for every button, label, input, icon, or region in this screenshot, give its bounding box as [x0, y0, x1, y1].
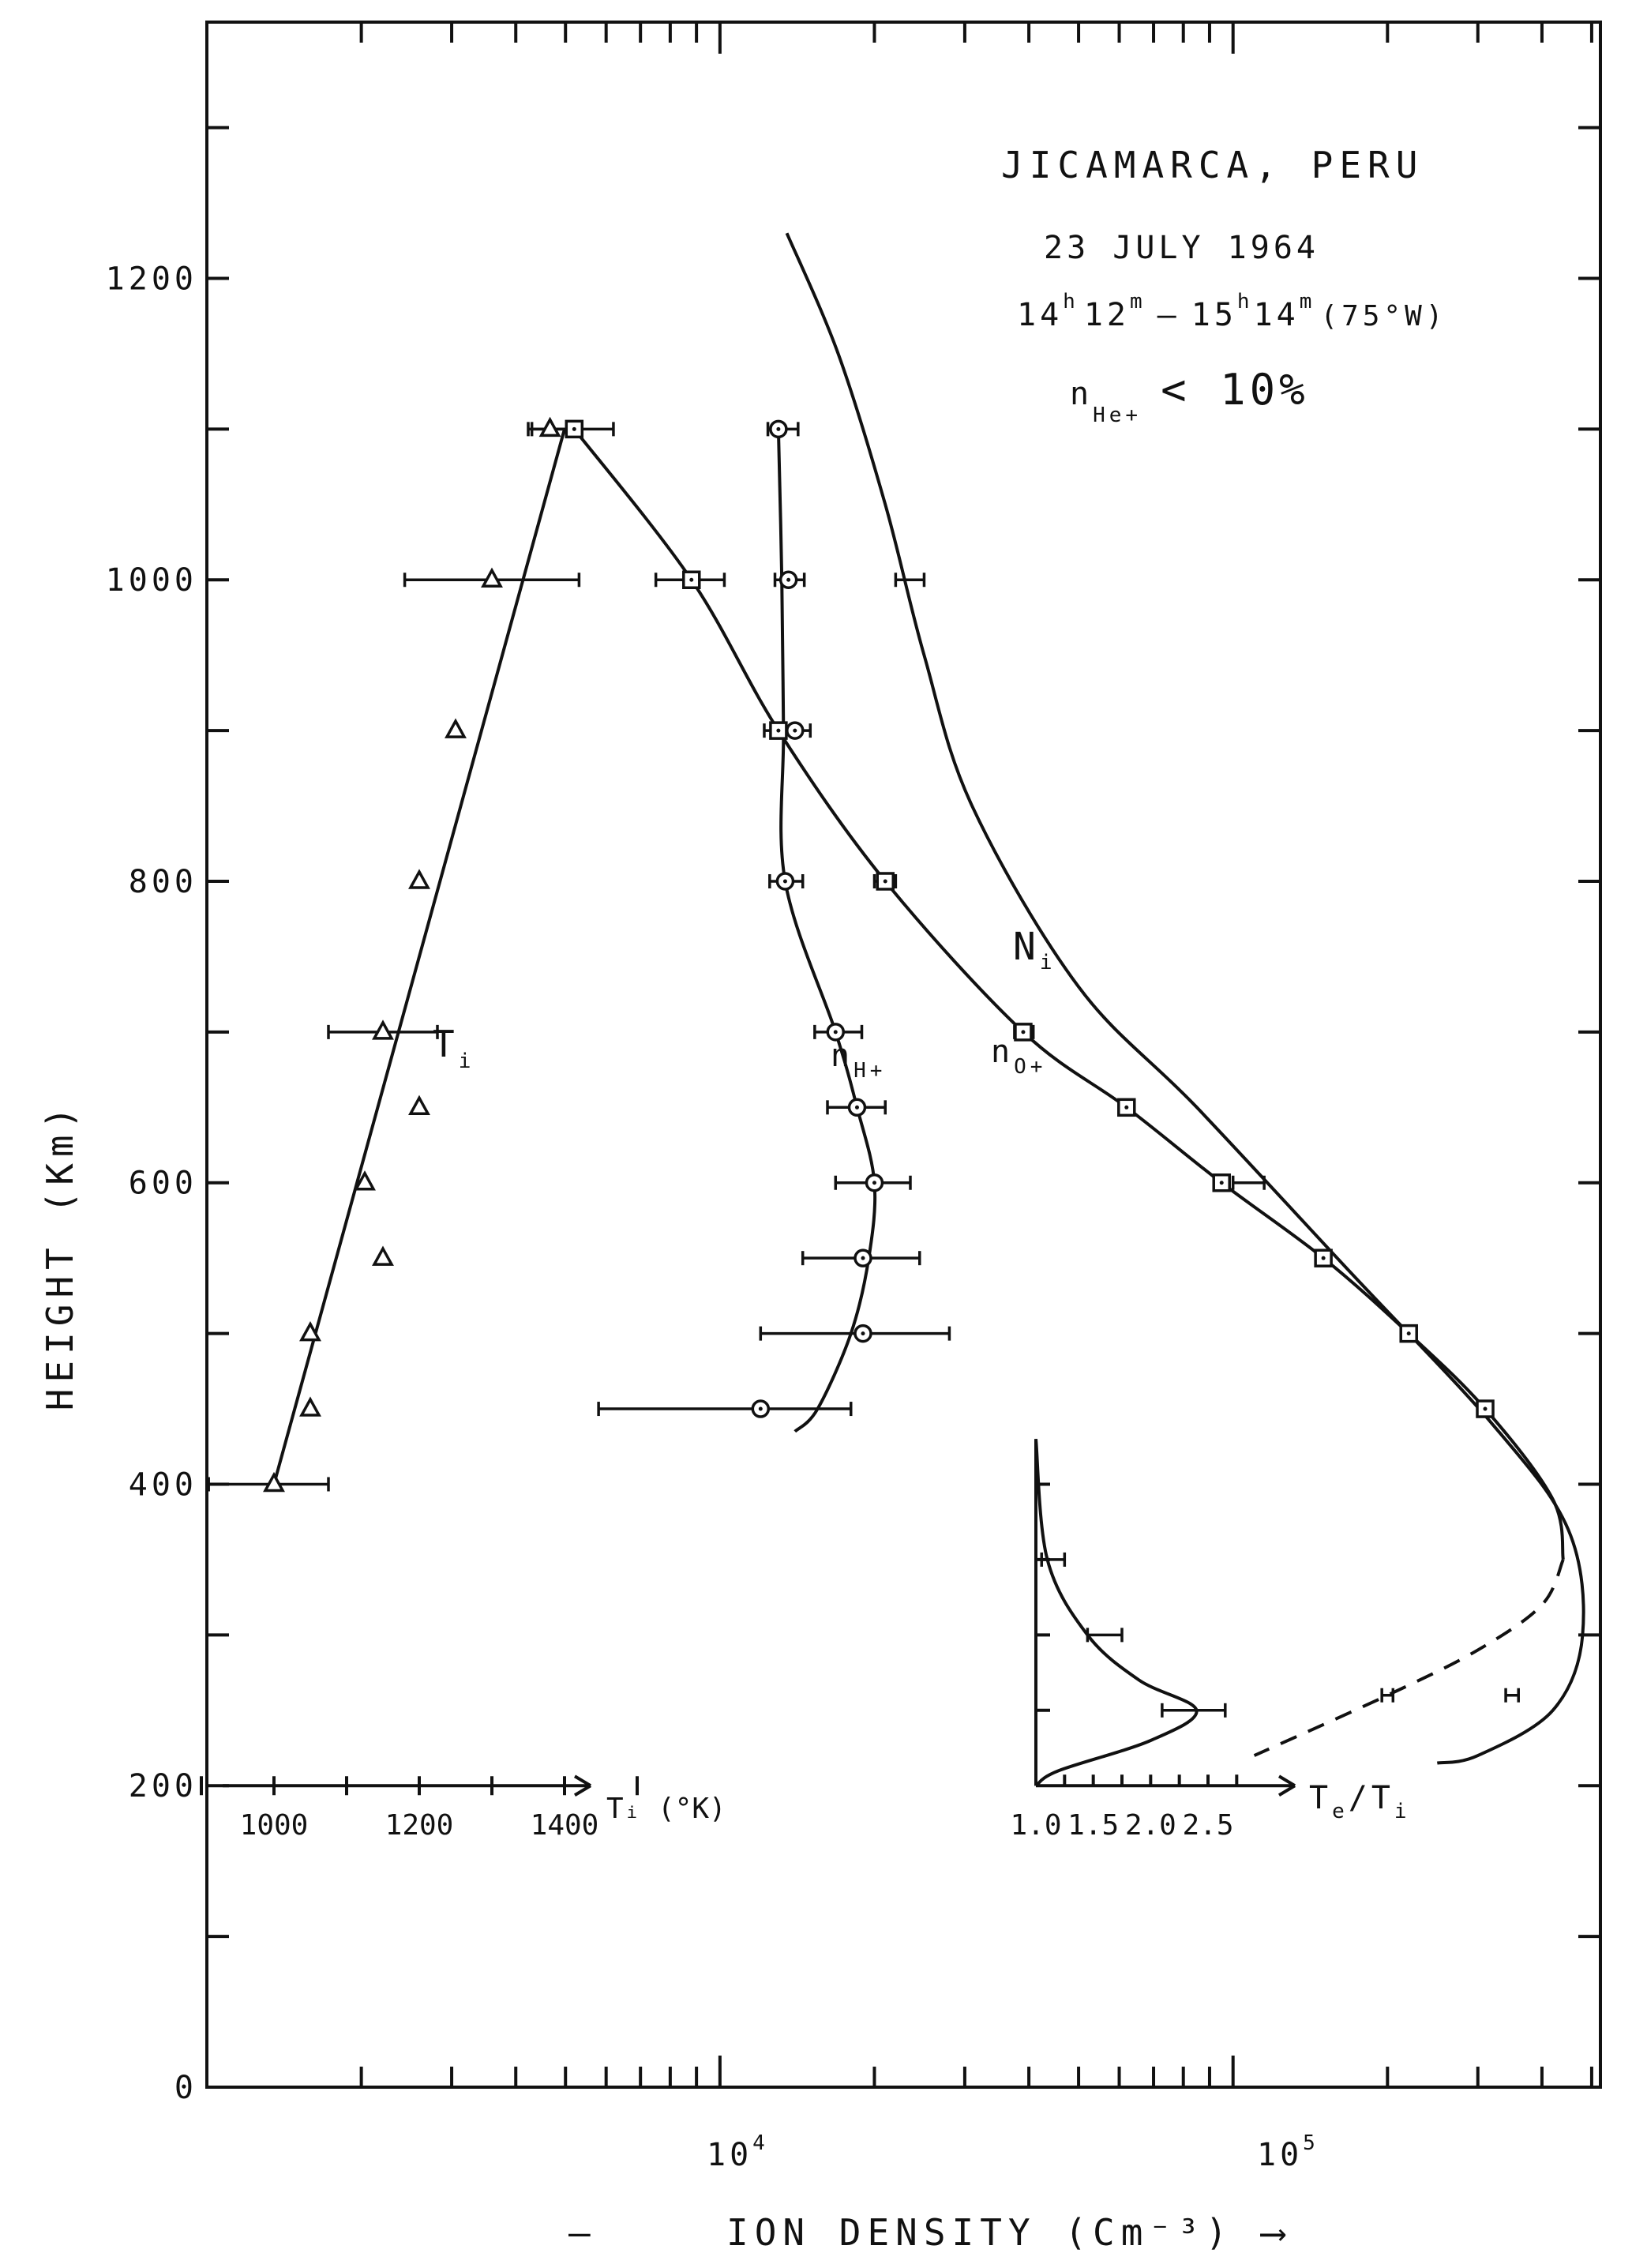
- ti-point: [263, 1471, 285, 1493]
- h-plus-point-dot: [872, 1181, 876, 1185]
- o-plus-point-dot: [689, 577, 694, 582]
- o-plus-point-dot: [1483, 1406, 1488, 1411]
- axis-ticks: [207, 22, 1600, 2089]
- inset-x-tick-label: 2.0: [1125, 1809, 1176, 1842]
- series-ni: [785, 232, 1585, 1765]
- y-tick-label: 800: [129, 864, 197, 900]
- chart-date: 23 JULY 1964: [1044, 230, 1319, 266]
- o-plus-point-dot: [1219, 1181, 1224, 1185]
- ni-label: Ni: [1013, 925, 1056, 974]
- ti-point: [408, 869, 430, 889]
- ti-label: Ti: [433, 1023, 475, 1073]
- h-plus-point-dot: [776, 426, 781, 431]
- series-ti: [272, 428, 566, 1485]
- o-plus-point-dot: [1406, 1331, 1411, 1336]
- o-plus-point-dot: [1124, 1105, 1129, 1110]
- inset-x-tick-label: 2.5: [1182, 1809, 1233, 1842]
- ti-axis-tick-label: 1000: [240, 1809, 309, 1842]
- ti-axis: 1000 1200 1400: [200, 1774, 639, 1842]
- y-tick-label: 200: [129, 1768, 197, 1804]
- h-plus-point-dot: [793, 728, 797, 733]
- ti-point: [299, 1320, 321, 1342]
- ti-axis-tick-label: 1400: [531, 1809, 599, 1842]
- h-plus-label: nH+: [831, 1038, 886, 1083]
- ti-point: [408, 1095, 430, 1116]
- h-plus-point-dot: [782, 879, 787, 884]
- y-tick-label: 0: [174, 2070, 197, 2106]
- series-curves: [272, 232, 1585, 1765]
- chart-title: JICAMARCA, PERU: [1001, 144, 1424, 186]
- series-no-: [572, 428, 1565, 1560]
- h-plus-point-dot: [854, 1105, 859, 1110]
- ti-point: [299, 1396, 321, 1417]
- x-axis-label-dash: —: [568, 2211, 597, 2254]
- he-annotation: nHe+< 10%: [1070, 365, 1309, 427]
- y-tick-label: 600: [129, 1166, 197, 1202]
- y-axis-label: HEIGHT (Km): [39, 1101, 81, 1411]
- inset-x-tick-label: 1.0: [1010, 1809, 1061, 1842]
- x-tick-label-1e4: 104: [707, 2131, 769, 2173]
- h-plus-point-dot: [861, 1256, 865, 1260]
- x-tick-label-1e5: 105: [1257, 2131, 1319, 2173]
- ti-axis-label: Tᵢ (°K): [606, 1793, 726, 1825]
- o-plus-point-dot: [1021, 1030, 1026, 1034]
- x-axis-label: ION DENSITY (Cm⁻³) ⟶: [726, 2211, 1290, 2254]
- h-plus-point-dot: [758, 1406, 763, 1411]
- inset-te-ti-curve: [1034, 1439, 1199, 1787]
- o-plus-point-dot: [1321, 1256, 1326, 1260]
- ti-point: [354, 1170, 376, 1191]
- ti-point: [372, 1245, 394, 1266]
- y-tick-labels: 0 200 400 600 800 1000 1200: [106, 261, 197, 2106]
- te-ti-inset: 1.0 1.5 2.0 2.5: [1010, 1439, 1296, 1842]
- data-markers: [263, 416, 1495, 1493]
- h-plus-point-dot: [861, 1331, 865, 1336]
- series-no-extrapolated: [1253, 1559, 1565, 1757]
- y-tick-label: 1000: [106, 562, 197, 599]
- h-plus-point-dot: [786, 577, 791, 582]
- h-plus-point-dot: [833, 1030, 838, 1034]
- chart-time: 14h 12m –15h14m (75°W): [1017, 290, 1446, 333]
- plot-frame: [205, 21, 1602, 2089]
- y-tick-label: 1200: [106, 261, 197, 297]
- ti-point: [445, 718, 467, 738]
- o-plus-point-dot: [776, 728, 781, 733]
- ti-point: [481, 567, 503, 588]
- ti-point: [538, 416, 561, 437]
- ti-axis-arrow: [573, 1774, 592, 1797]
- ti-point: [372, 1019, 394, 1040]
- o-plus-point-dot: [883, 879, 887, 884]
- y-tick-label: 400: [129, 1466, 197, 1503]
- o-plus-label: nO+: [991, 1034, 1046, 1079]
- inset-x-arrow: [1277, 1774, 1296, 1797]
- ti-axis-tick-label: 1200: [385, 1809, 454, 1842]
- inset-x-tick-label: 1.5: [1067, 1809, 1119, 1842]
- o-plus-point-dot: [572, 426, 576, 431]
- inset-x-label: Te/Ti: [1309, 1780, 1411, 1823]
